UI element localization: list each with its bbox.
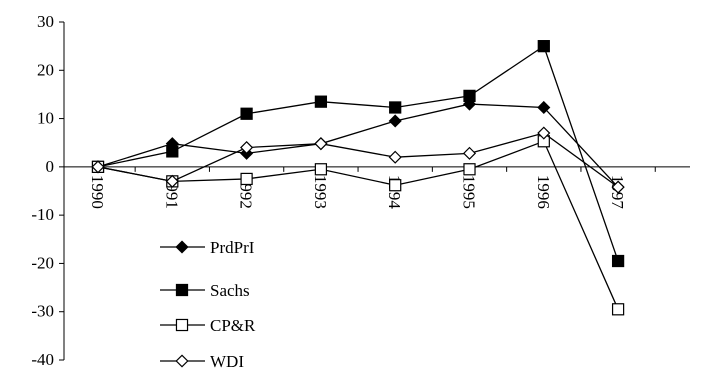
legend-marker [175,240,189,254]
data-point [611,303,625,316]
legend-item: WDI [160,352,244,371]
legend-label: WDI [210,352,244,371]
legend-marker [175,354,189,368]
series-sachs [91,40,625,268]
y-tick-label: -30 [31,302,54,321]
data-point [240,172,253,186]
data-point [166,145,179,158]
legend-item: PrdPrI [160,238,255,257]
data-point [537,40,550,53]
data-point [165,174,179,188]
series-layer [91,40,625,316]
x-tick-label: 1993 [311,175,330,209]
y-tick-label: -40 [31,350,54,369]
data-point [240,107,253,120]
legend-label: Sachs [210,281,250,300]
data-point [91,160,105,174]
legend-marker [175,318,189,332]
x-tick-label: 1995 [460,175,479,209]
data-point [463,163,476,176]
data-point [388,150,402,164]
series-line [97,132,619,188]
legend-item: CP&R [160,316,256,335]
y-tick-label: 30 [37,12,54,31]
y-tick-label: -10 [31,205,54,224]
legend-label: CP&R [210,316,256,335]
data-point [462,146,477,160]
y-tick-label: 20 [37,60,54,79]
data-point [537,100,551,115]
y-tick-label: 10 [37,109,54,128]
series-line [97,140,619,310]
series-wdi [91,126,625,194]
y-tick-label: 0 [46,157,55,176]
data-point [388,114,402,128]
series-cp-r [91,135,625,316]
data-point [389,101,402,114]
series-line [97,45,619,262]
data-point [611,254,625,268]
data-point [611,180,625,194]
legend-item: Sachs [160,281,250,300]
data-point [537,126,551,140]
data-point [463,89,476,103]
data-point [314,137,328,151]
data-point [462,97,477,111]
x-tick-label: 1990 [88,175,107,209]
legend-marker [175,283,189,297]
data-point [240,140,254,155]
data-point [389,179,402,192]
data-point [314,95,328,108]
legend: PrdPrI Sachs CP&R WDI [160,238,256,371]
x-tick-label: 1996 [534,175,553,209]
y-tick-label: -20 [31,253,54,272]
legend-label: PrdPrI [210,238,255,257]
data-point [314,163,328,176]
